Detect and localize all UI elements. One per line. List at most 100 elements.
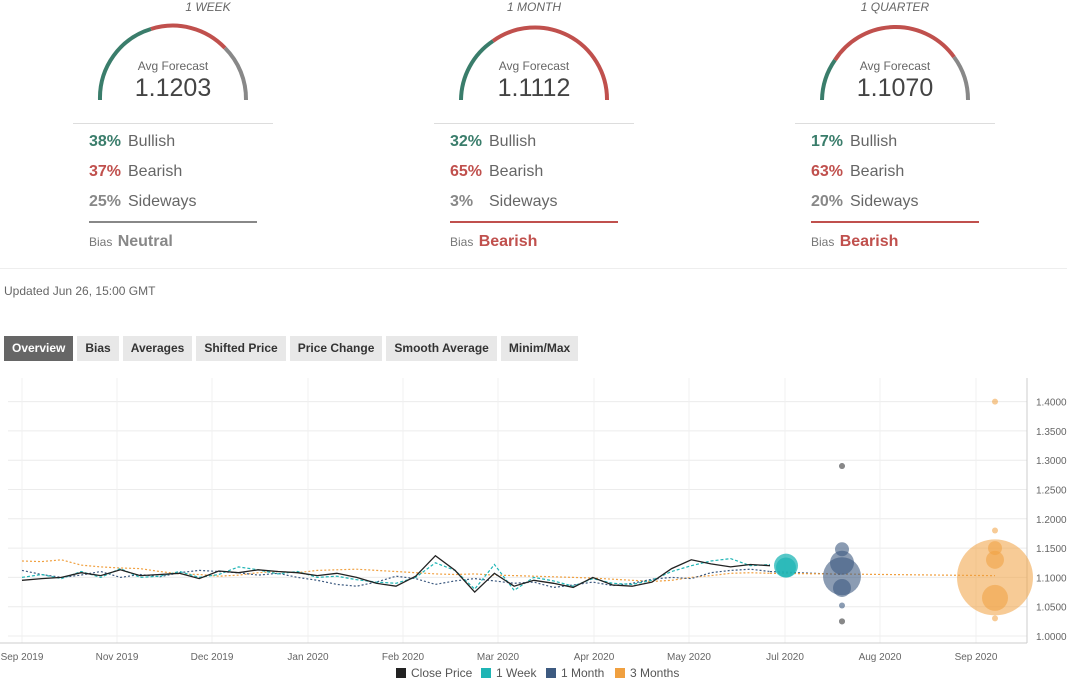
forecast-bubble-1-month xyxy=(839,602,845,609)
plot-area xyxy=(0,376,1027,643)
x-tick-label: Apr 2020 xyxy=(574,652,615,663)
x-tick-label: Dec 2019 xyxy=(191,652,234,663)
bias-value: Bearish xyxy=(839,233,899,250)
bias-label: Bias xyxy=(811,235,835,249)
bias: Bias Bearish xyxy=(450,233,537,251)
bias-value: Neutral xyxy=(117,233,173,250)
bullish-label: Bullish xyxy=(489,133,537,150)
series-close-price-line xyxy=(21,554,771,594)
legend-swatch xyxy=(615,668,625,678)
avg-forecast-value: 1.1203 xyxy=(134,74,212,102)
sentiment-gauge xyxy=(820,25,971,101)
forecast-bubble-1-week xyxy=(776,557,796,578)
legend-label: Close Price xyxy=(411,666,473,680)
forecast-bubble-3-months xyxy=(992,398,998,405)
divider xyxy=(795,123,995,124)
tab-overview[interactable]: Overview xyxy=(4,336,74,361)
bullish-pct: 32% xyxy=(450,133,483,150)
y-tick-label: 1.3000 xyxy=(1036,456,1067,467)
avg-forecast-label: Avg Forecast xyxy=(859,59,931,73)
sideways-label: Sideways xyxy=(489,193,558,210)
tab-averages[interactable]: Averages xyxy=(122,336,193,361)
sideways-pct: 3% xyxy=(450,193,474,210)
forecast-bubble-1-month xyxy=(823,557,861,596)
forecast-panel-month: 1 MONTH Avg Forecast 1.1112 32% Bullish 6… xyxy=(434,0,704,265)
series-1-month-line xyxy=(21,568,771,589)
chart-tabs: Overview Bias Averages Shifted Price Pri… xyxy=(4,336,579,361)
gauge-sideways-arc xyxy=(952,55,971,101)
bullish-pct: 17% xyxy=(811,133,844,150)
sideways-label: Sideways xyxy=(850,193,919,210)
divider xyxy=(73,123,273,124)
bullish-row: 17% Bullish xyxy=(811,133,897,151)
tab-price-change[interactable]: Price Change xyxy=(289,336,383,361)
sideways-pct: 20% xyxy=(811,193,844,210)
tab-bias[interactable]: Bias xyxy=(77,336,119,361)
gauge-bullish-arc xyxy=(97,27,152,101)
bearish-label: Bearish xyxy=(128,163,183,180)
bullish-label: Bullish xyxy=(128,133,176,150)
bullish-pct: 38% xyxy=(89,133,122,150)
x-tick-label: Feb 2020 xyxy=(382,652,425,663)
y-tick-label: 1.4000 xyxy=(1036,398,1067,409)
legend-swatch xyxy=(481,668,491,678)
legend-label: 1 Month xyxy=(561,666,604,680)
y-tick-label: 1.0000 xyxy=(1036,632,1067,643)
x-tick-label: Sep 2019 xyxy=(1,652,44,663)
tab-smooth-average[interactable]: Smooth Average xyxy=(386,336,497,361)
x-tick-label: Aug 2020 xyxy=(859,652,902,663)
bias-label: Bias xyxy=(89,235,113,249)
bullish-row: 38% Bullish xyxy=(89,133,175,151)
y-tick-label: 1.2500 xyxy=(1036,486,1067,497)
x-tick-label: Jan 2020 xyxy=(287,652,329,663)
bias-value: Bearish xyxy=(478,233,538,250)
outlier-point xyxy=(839,463,845,470)
y-tick-label: 1.1000 xyxy=(1036,573,1067,584)
forecast-bubble-3-months xyxy=(992,527,998,534)
bearish-pct: 65% xyxy=(450,163,483,180)
forecast-bubble-3-months xyxy=(982,584,1008,611)
section-divider xyxy=(0,268,1067,269)
divider xyxy=(434,123,634,124)
gauge-sideways-arc xyxy=(223,46,249,101)
gauge-bullish-arc xyxy=(820,58,837,101)
legend-swatch xyxy=(546,668,556,678)
bearish-row: 63% Bearish xyxy=(811,163,904,181)
series-3-months-extension xyxy=(769,572,996,577)
tab-shifted-price[interactable]: Shifted Price xyxy=(196,336,286,361)
forecast-bubble-3-months xyxy=(986,550,1004,569)
bias: Bias Neutral xyxy=(89,233,173,251)
gauge-bullish-arc xyxy=(459,39,495,101)
period-label: 1 WEEK xyxy=(185,0,231,14)
sideways-row: 20% Sideways xyxy=(811,193,918,211)
bias-label: Bias xyxy=(450,235,474,249)
bearish-pct: 37% xyxy=(89,163,122,180)
period-label: 1 QUARTER xyxy=(860,0,930,14)
bias-divider xyxy=(89,221,257,223)
avg-forecast-value: 1.1112 xyxy=(497,74,571,102)
bullish-row: 32% Bullish xyxy=(450,133,536,151)
x-tick-label: Sep 2020 xyxy=(955,652,998,663)
outlier-point xyxy=(839,618,845,625)
forecast-panel-week: 1 WEEK Avg Forecast 1.1203 38% Bullish 37… xyxy=(73,0,343,265)
gauge-bearish-arc xyxy=(491,25,610,101)
bias-divider xyxy=(450,221,618,223)
x-tick-label: Mar 2020 xyxy=(477,652,520,663)
y-tick-label: 1.1500 xyxy=(1036,544,1067,555)
series-1-week-line xyxy=(21,557,771,592)
gauge-bearish-arc xyxy=(150,23,227,50)
tab-minim-max[interactable]: Minim/Max xyxy=(500,336,579,361)
bearish-pct: 63% xyxy=(811,163,844,180)
forecast-bubble-1-month xyxy=(833,578,851,597)
bearish-row: 37% Bearish xyxy=(89,163,182,181)
bias-divider xyxy=(811,221,979,223)
avg-forecast-label: Avg Forecast xyxy=(498,59,570,73)
x-tick-label: May 2020 xyxy=(667,652,711,663)
avg-forecast-label: Avg Forecast xyxy=(137,59,209,73)
bearish-row: 65% Bearish xyxy=(450,163,543,181)
bearish-label: Bearish xyxy=(850,163,905,180)
bias: Bias Bearish xyxy=(811,233,898,251)
sideways-label: Sideways xyxy=(128,193,197,210)
forecast-bubble-3-months xyxy=(992,615,998,622)
avg-forecast-value: 1.1070 xyxy=(856,74,934,102)
